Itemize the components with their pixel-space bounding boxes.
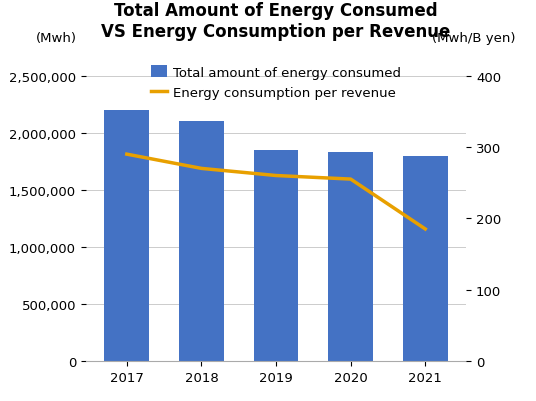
Text: (Mwh): (Mwh): [36, 32, 77, 45]
Text: (Mwh/B yen): (Mwh/B yen): [433, 32, 516, 45]
Bar: [254, 150, 299, 361]
Bar: [179, 122, 224, 361]
Legend: Total amount of energy consumed, Energy consumption per revenue: Total amount of energy consumed, Energy …: [146, 61, 406, 105]
Bar: [105, 111, 149, 361]
Bar: [328, 153, 373, 361]
Title: Total Amount of Energy Consumed
VS Energy Consumption per Revenue: Total Amount of Energy Consumed VS Energ…: [101, 2, 451, 41]
Bar: [403, 156, 448, 361]
